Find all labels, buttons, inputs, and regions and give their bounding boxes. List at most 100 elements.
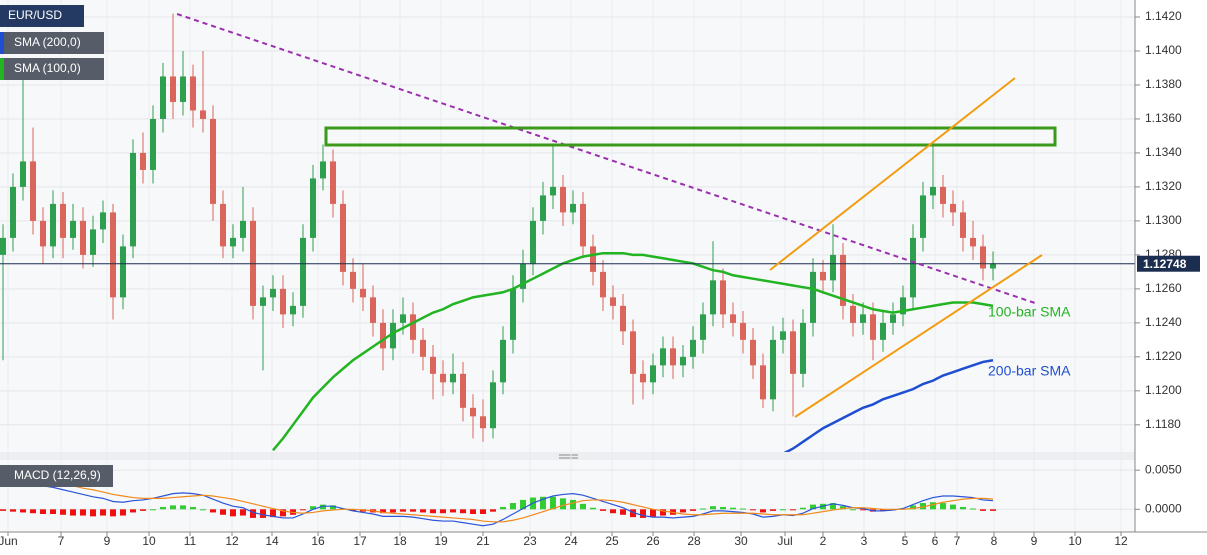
candle-body xyxy=(270,288,276,298)
candle-body xyxy=(750,339,756,366)
candle-body xyxy=(90,229,96,255)
histogram-bar xyxy=(510,503,516,510)
histogram-bar xyxy=(660,509,666,516)
candle-body xyxy=(840,254,846,306)
candle-body xyxy=(340,203,346,272)
histogram-bar xyxy=(650,509,656,518)
histogram-bar xyxy=(940,503,946,510)
x-tick-label: 16 xyxy=(311,534,325,548)
histogram-bar xyxy=(800,507,806,510)
channel-lower xyxy=(794,254,1043,418)
histogram-bar xyxy=(250,509,256,518)
candle-body xyxy=(310,178,316,238)
candle-body xyxy=(320,161,326,179)
candle-body xyxy=(370,297,376,323)
histogram-bar xyxy=(470,509,476,514)
histogram-bar xyxy=(130,509,136,513)
macd-pane xyxy=(0,460,1135,532)
histogram-bar xyxy=(240,509,246,516)
x-tick-label: 9 xyxy=(1031,534,1038,548)
candle-body xyxy=(770,339,776,400)
macd-label: MACD (12,26,9) xyxy=(14,468,101,482)
candle-body xyxy=(20,161,26,187)
candle-body xyxy=(580,203,586,247)
candle-body xyxy=(890,314,896,323)
candle-body xyxy=(510,288,516,340)
x-tick-label: 2 xyxy=(820,534,827,548)
histogram-bar xyxy=(460,509,466,514)
candle-body xyxy=(910,237,916,298)
histogram-bar xyxy=(790,509,796,511)
y-tick-label: 1.1420 xyxy=(1145,9,1182,23)
candle-body xyxy=(330,161,336,204)
histogram-bar xyxy=(520,499,526,510)
histogram-bar xyxy=(350,509,356,511)
candle-body xyxy=(350,271,356,289)
x-tick-label: 6 xyxy=(932,534,939,548)
candle-body xyxy=(360,288,366,298)
candle-body xyxy=(900,297,906,315)
y-tick-label: 1.1240 xyxy=(1145,315,1182,329)
candle-body xyxy=(780,331,786,340)
macd-label-box xyxy=(0,465,113,487)
legend-swatch xyxy=(0,32,4,54)
candle-body xyxy=(240,220,246,238)
x-tick-label: 10 xyxy=(142,534,156,548)
candle-body xyxy=(630,331,636,374)
x-tick-label: 12 xyxy=(1114,534,1128,548)
x-tick-label: 10 xyxy=(1068,534,1082,548)
candle-body xyxy=(260,297,266,306)
annotation: 100-bar SMA xyxy=(988,304,1071,320)
x-tick-label: 19 xyxy=(434,534,448,548)
candle-body xyxy=(670,348,676,366)
histogram-bar xyxy=(70,509,76,516)
histogram-bar xyxy=(840,506,846,510)
channel-upper xyxy=(769,77,1016,271)
histogram-bar xyxy=(270,509,276,518)
x-tick-label: 3 xyxy=(861,534,868,548)
candle-body xyxy=(140,152,146,170)
candle-body xyxy=(930,186,936,196)
resistance-trendline xyxy=(176,13,1036,304)
candle-body xyxy=(660,348,666,366)
candle-body xyxy=(950,203,956,213)
candle-body xyxy=(150,118,156,170)
drawings xyxy=(176,13,1057,418)
candle-body xyxy=(160,76,166,119)
x-tick-label: 5 xyxy=(902,534,909,548)
candle-body xyxy=(540,195,546,221)
y-tick-label: 0.0000 xyxy=(1145,501,1182,515)
x-tick-label: 26 xyxy=(646,534,660,548)
candle-body xyxy=(550,186,556,196)
histogram-bar xyxy=(600,509,606,511)
x-tick-label: 24 xyxy=(564,534,578,548)
histogram-bar xyxy=(700,508,706,510)
x-tick-label: Jun xyxy=(0,534,18,548)
legend-swatch xyxy=(0,58,4,80)
histogram-bar xyxy=(690,509,696,511)
candle-body xyxy=(280,288,286,315)
histogram-bar xyxy=(280,509,286,517)
histogram-bar xyxy=(10,509,16,512)
y-tick-label: 1.1360 xyxy=(1145,111,1182,125)
candle-body xyxy=(700,314,706,340)
sma-line xyxy=(272,251,994,452)
histogram-bar xyxy=(760,509,766,513)
histogram-bar xyxy=(180,505,186,510)
histogram-bar xyxy=(0,509,6,511)
legend-label: SMA (100,0) xyxy=(14,61,81,75)
candle-body xyxy=(820,271,826,281)
x-tick-label: 30 xyxy=(734,534,748,548)
x-tick-label: Jul xyxy=(777,534,792,548)
candle-body xyxy=(110,212,116,298)
candle-body xyxy=(530,220,536,264)
histogram-bar xyxy=(730,507,736,510)
signal-line xyxy=(2,475,994,523)
histogram-bar xyxy=(380,509,386,514)
histogram-bar xyxy=(750,509,756,511)
y-tick-label: 1.1340 xyxy=(1145,145,1182,159)
legend-box xyxy=(0,58,104,80)
x-tick-label: 7 xyxy=(58,534,65,548)
histogram-bar xyxy=(860,509,866,511)
candle-body xyxy=(970,237,976,247)
